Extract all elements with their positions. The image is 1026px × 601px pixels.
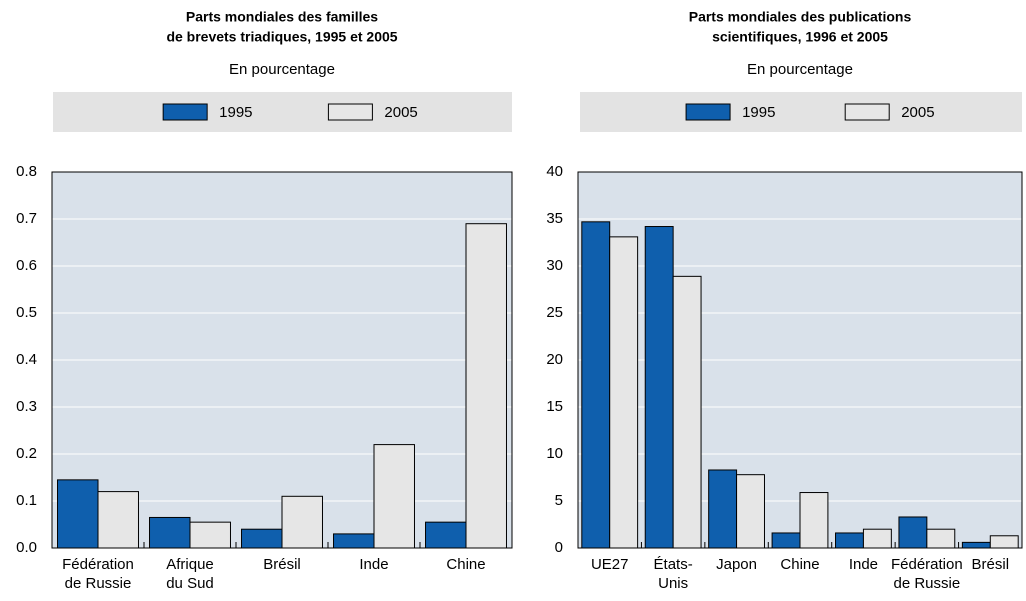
plot-frame [577, 171, 1023, 549]
legend-swatch [844, 103, 890, 121]
bar [898, 516, 928, 549]
bar [97, 491, 139, 549]
y-tick-label: 10 [546, 445, 563, 462]
y-tick-label: 35 [546, 210, 563, 227]
y-tick-label: 0.7 [16, 210, 37, 227]
y-tick-label: 0.6 [16, 257, 37, 274]
y-tick-label: 20 [546, 351, 563, 368]
bar [926, 528, 956, 549]
plot-frame [51, 171, 513, 549]
bar [465, 223, 507, 549]
y-tick-label: 0.4 [16, 351, 37, 368]
x-tick-label: Brésil [972, 556, 1010, 573]
bar [835, 532, 864, 549]
chart-title: Parts mondiales des publications [689, 9, 912, 25]
legend-label: 2005 [901, 104, 934, 121]
legend-label: 1995 [219, 104, 252, 121]
y-tick-label: 30 [546, 257, 563, 274]
bar [799, 492, 829, 549]
y-tick-label: 0.0 [16, 539, 37, 556]
bar [672, 275, 702, 549]
chart-title: Parts mondiales des familles [186, 9, 378, 25]
bar [333, 533, 375, 549]
bar [189, 521, 231, 549]
bar [708, 469, 738, 549]
bar [736, 474, 765, 549]
x-tick-label: du Sud [166, 575, 214, 592]
x-tick-label: Chine [780, 556, 819, 573]
bar [241, 528, 283, 549]
x-tick-label: Chine [446, 556, 485, 573]
bar [149, 516, 191, 549]
x-tick-label: Fédération [62, 556, 134, 573]
bar [862, 528, 892, 549]
y-tick-label: 0.5 [16, 304, 37, 321]
legend-swatch [327, 103, 373, 121]
x-tick-label: Brésil [263, 556, 301, 573]
x-tick-label: de Russie [65, 575, 132, 592]
y-tick-label: 0.3 [16, 398, 37, 415]
bar [961, 541, 991, 549]
x-tick-label: Inde [359, 556, 388, 573]
bar [373, 444, 415, 549]
y-tick-label: 25 [546, 304, 563, 321]
bar [989, 535, 1019, 549]
x-tick-label: Fédération [891, 556, 963, 573]
legend-swatch [162, 103, 208, 121]
y-tick-label: 0.8 [16, 163, 37, 180]
chart-subtitle: En pourcentage [229, 61, 335, 78]
bar [57, 479, 99, 549]
legend-label: 2005 [384, 104, 417, 121]
x-tick-label: Inde [849, 556, 878, 573]
x-tick-label: Afrique [166, 556, 214, 573]
x-tick-label: Unis [658, 575, 688, 592]
chart-title: de brevets triadiques, 1995 et 2005 [166, 29, 397, 45]
x-tick-label: Japon [716, 556, 757, 573]
x-tick-label: de Russie [894, 575, 961, 592]
bar [581, 221, 611, 549]
y-tick-label: 15 [546, 398, 563, 415]
chart-subtitle: En pourcentage [747, 61, 853, 78]
legend-swatch [685, 103, 731, 121]
bar [281, 495, 323, 549]
bar [644, 226, 674, 549]
legend-label: 1995 [742, 104, 775, 121]
y-tick-label: 5 [555, 492, 563, 509]
y-tick-label: 40 [546, 163, 563, 180]
legend-box [580, 92, 1022, 132]
bar [425, 521, 467, 549]
x-tick-label: États- [654, 556, 693, 573]
bar [771, 532, 801, 549]
y-tick-label: 0.2 [16, 445, 37, 462]
bar [609, 236, 639, 549]
legend-box [53, 92, 512, 132]
y-tick-label: 0 [555, 539, 563, 556]
x-tick-label: UE27 [591, 556, 629, 573]
chart-title: scientifiques, 1996 et 2005 [712, 29, 888, 45]
y-tick-label: 0.1 [16, 492, 37, 509]
